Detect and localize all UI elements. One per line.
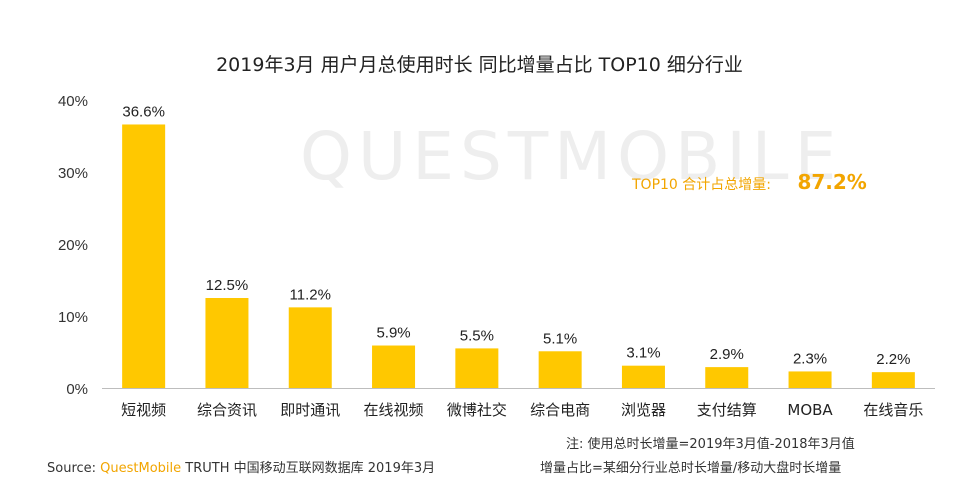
x-tick-label: 短视频 (121, 401, 166, 419)
x-tick-label: 综合资讯 (197, 401, 257, 419)
source-brand: QuestMobile (100, 461, 182, 476)
bar (455, 348, 499, 388)
bar (871, 372, 915, 388)
x-tick-label: 浏览器 (621, 401, 666, 419)
bar-value-label: 2.9% (710, 346, 744, 363)
y-axis: 0% 10% 20% 30% 40% (58, 93, 88, 398)
value-labels: 36.6% 12.5% 11.2% 5.9% 5.5% 5.1% 3.1% 2.9% 2.3% 2… (122, 103, 910, 368)
note-line-1: 注: 使用总时长增量=2019年3月值-2018年3月值 (566, 437, 855, 452)
x-tick-label: MOBA (787, 401, 833, 419)
bar (788, 371, 832, 388)
x-tick-label: 在线视频 (364, 401, 424, 419)
bar (705, 367, 749, 388)
bar-value-label: 3.1% (626, 345, 660, 362)
source-prefix: Source: (47, 461, 97, 476)
bar (372, 345, 416, 388)
chart-title: 2019年3月 用户月总使用时长 同比增量占比 TOP10 细分行业 (216, 54, 743, 76)
callout-value: 87.2% (797, 170, 867, 194)
bar (288, 307, 332, 388)
bar-value-label: 2.3% (793, 350, 827, 367)
bar (122, 124, 166, 388)
bar-value-label: 5.9% (376, 325, 410, 342)
y-tick-label: 10% (58, 309, 88, 326)
callout-label: TOP10 合计占总增量: (632, 177, 771, 193)
x-tick-label: 支付结算 (697, 401, 757, 419)
watermark-text: QUESTMOBILE (300, 118, 843, 195)
y-tick-label: 40% (58, 93, 88, 110)
bar-value-label: 12.5% (206, 277, 249, 294)
y-tick-label: 20% (58, 237, 88, 254)
x-axis: 短视频 综合资讯 即时通讯 在线视频 微博社交 综合电商 浏览器 支付结算 MOBA 在线音乐 (102, 388, 935, 419)
bar-value-label: 11.2% (290, 286, 331, 303)
note-line-2: 增量占比=某细分行业总时长增量/移动大盘时长增量 (540, 461, 842, 476)
bar (205, 298, 249, 388)
x-tick-label: 在线音乐 (863, 401, 923, 419)
x-tick-label: 综合电商 (530, 401, 590, 419)
x-tick-label: 即时通讯 (280, 401, 340, 419)
bar (538, 351, 582, 388)
bar (621, 365, 665, 388)
top10-total-callout: TOP10 合计占总增量: 87.2% (632, 170, 867, 194)
source-rest: TRUTH 中国移动互联网数据库 2019年3月 (185, 461, 436, 476)
x-tick-label: 微博社交 (447, 401, 507, 419)
y-tick-label: 0% (66, 381, 88, 398)
bar-value-label: 5.1% (543, 330, 577, 347)
bars (122, 124, 915, 388)
bar-value-label: 5.5% (460, 327, 494, 344)
y-tick-label: 30% (58, 165, 88, 182)
source-line: Source: QuestMobile TRUTH 中国移动互联网数据库 201… (47, 457, 435, 476)
bar-value-label: 2.2% (876, 351, 910, 368)
bar-value-label: 36.6% (122, 103, 165, 120)
